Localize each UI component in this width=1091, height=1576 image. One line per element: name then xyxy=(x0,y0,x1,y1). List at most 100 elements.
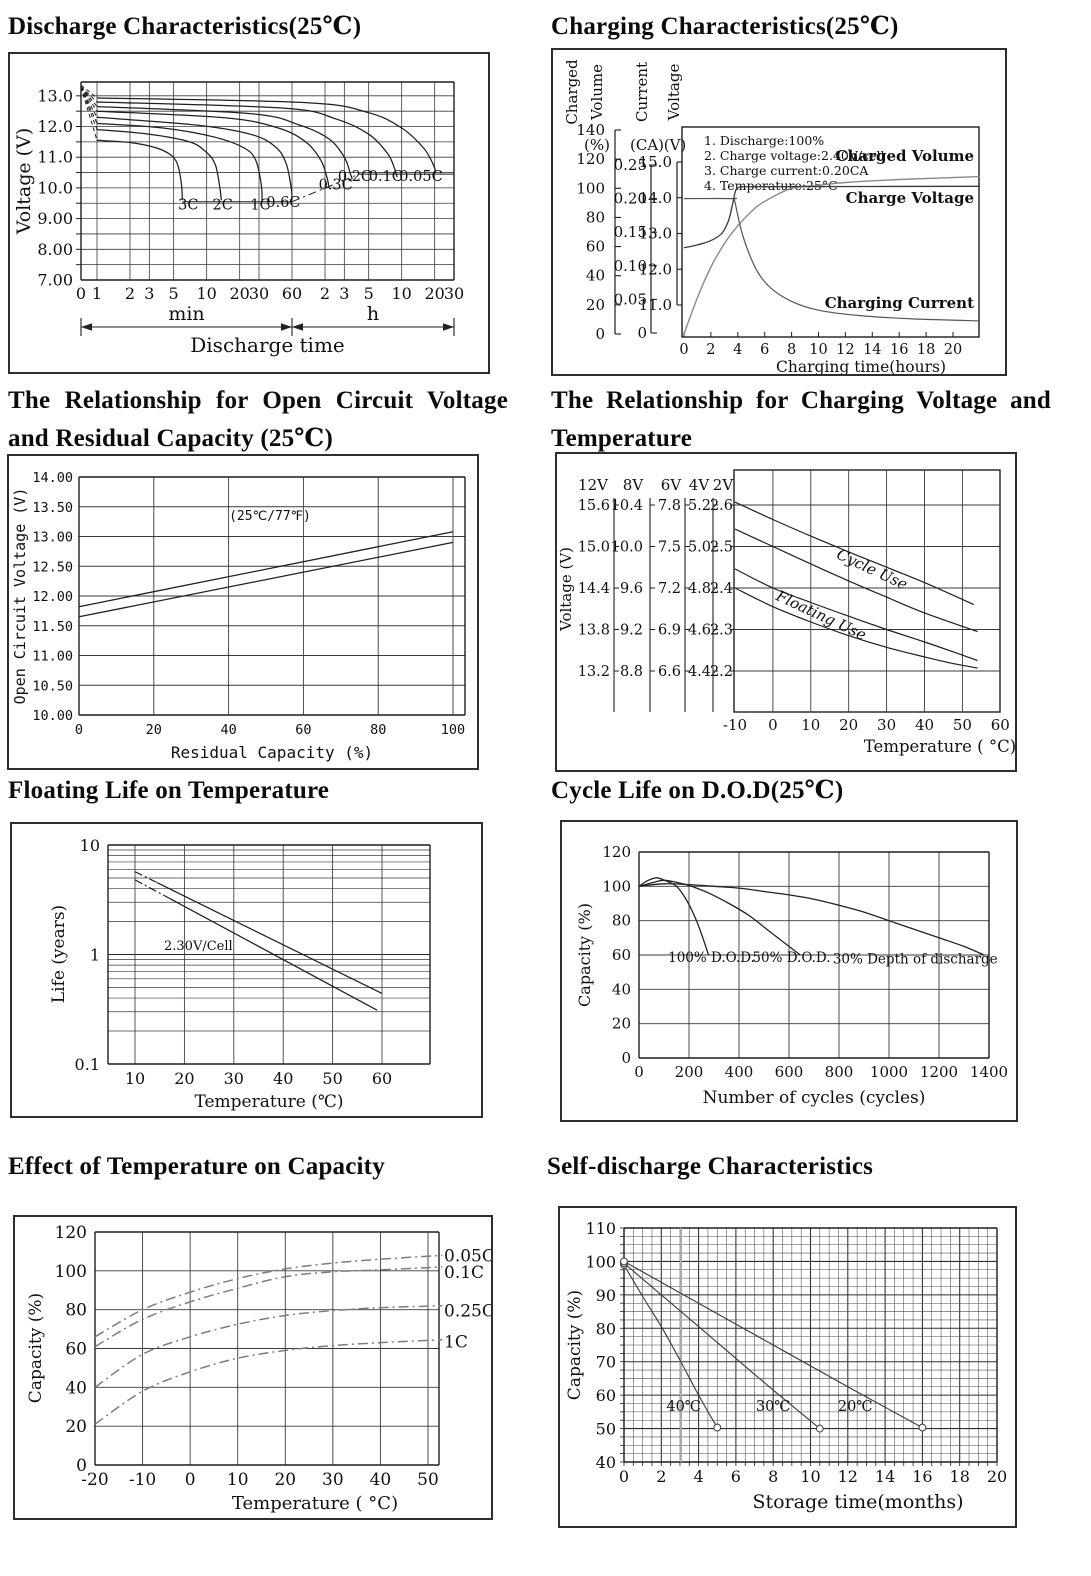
svg-text:13.50: 13.50 xyxy=(32,500,73,516)
svg-text:7.00: 7.00 xyxy=(37,271,73,290)
svg-text:20: 20 xyxy=(612,1015,631,1033)
svg-text:Charged Volume: Charged Volume xyxy=(836,147,975,165)
svg-text:18: 18 xyxy=(917,342,935,358)
svg-text:80: 80 xyxy=(65,1301,87,1321)
svg-text:2.30V/Cell: 2.30V/Cell xyxy=(164,939,233,954)
svg-text:Voltage (V): Voltage (V) xyxy=(557,547,575,632)
svg-text:6V: 6V xyxy=(661,476,683,494)
svg-text:1: 1 xyxy=(90,946,100,965)
svg-text:5.0: 5.0 xyxy=(688,540,711,556)
svg-text:10: 10 xyxy=(196,284,216,303)
svg-text:1C: 1C xyxy=(250,197,270,213)
svg-text:50: 50 xyxy=(596,1420,616,1439)
svg-text:20: 20 xyxy=(230,284,250,303)
svg-text:30: 30 xyxy=(224,1069,244,1088)
svg-text:10: 10 xyxy=(80,836,100,855)
svg-text:12.0: 12.0 xyxy=(639,260,672,278)
svg-text:13.0: 13.0 xyxy=(639,225,672,243)
svg-text:5: 5 xyxy=(364,284,374,303)
svg-text:2.4: 2.4 xyxy=(710,581,733,597)
svg-text:20: 20 xyxy=(586,296,605,314)
svg-text:0.05: 0.05 xyxy=(614,290,647,308)
self-discharge-chart-svg: 110 100 90 80 70 60 50 400 2 4 6 8 10 12 14 16 18 20 Stora… xyxy=(565,1219,1007,1513)
chart-charging: Charged Volume Current Voltage (%) (CA) (V) 0 20… xyxy=(551,48,1007,376)
svg-text:60: 60 xyxy=(65,1340,87,1360)
svg-text:0: 0 xyxy=(621,1049,631,1067)
svg-text:0: 0 xyxy=(634,1063,644,1081)
temp-capacity-chart-svg: 0 20 40 60 80 100 120 -20 -10 0 10 20 30 40 50 Temperat… xyxy=(26,1223,491,1514)
svg-text:120: 120 xyxy=(55,1223,87,1243)
svg-text:Voltage: Voltage xyxy=(665,64,683,122)
svg-text:20: 20 xyxy=(274,1470,296,1490)
svg-text:2: 2 xyxy=(656,1467,666,1486)
svg-text:0.25C: 0.25C xyxy=(444,1302,491,1322)
svg-text:Capacity (%): Capacity (%) xyxy=(565,1290,585,1400)
svg-text:120: 120 xyxy=(602,843,631,861)
svg-text:60: 60 xyxy=(991,716,1010,734)
svg-text:10.4: 10.4 xyxy=(611,498,643,514)
svg-text:4: 4 xyxy=(733,342,742,358)
chart-discharge: 13.0 12.0 11.0 10.0 9.00 8.00 7.00 0 1 2 3 5 10 20 30 6… xyxy=(8,52,490,374)
chart-cycle-life: 0 20 40 60 80 100 120 0 200 400 600 800 1000 1200 1400… xyxy=(560,820,1018,1122)
svg-text:3C: 3C xyxy=(178,197,198,213)
svg-text:5.2: 5.2 xyxy=(688,498,711,514)
svg-text:12: 12 xyxy=(838,1467,858,1486)
svg-text:Life (years): Life (years) xyxy=(49,905,69,1003)
svg-text:4: 4 xyxy=(694,1467,704,1486)
svg-text:110: 110 xyxy=(585,1219,616,1238)
svg-text:50: 50 xyxy=(953,716,972,734)
svg-text:60: 60 xyxy=(596,1386,616,1405)
svg-text:Storage time(months): Storage time(months) xyxy=(752,1491,963,1513)
svg-text:0: 0 xyxy=(76,284,86,303)
chart-charge-voltage-temp: 12V 8V 6V 4V 2V 15.6 15.0 14.4 13.8 13.2 10.4 10.0 9… xyxy=(555,452,1017,772)
title-self-discharge: Self-discharge Characteristics xyxy=(547,1153,874,1180)
svg-text:200: 200 xyxy=(675,1063,704,1081)
svg-text:2V: 2V xyxy=(713,476,735,494)
svg-text:20: 20 xyxy=(65,1417,87,1437)
svg-text:40: 40 xyxy=(273,1069,293,1088)
svg-text:70: 70 xyxy=(596,1353,616,1372)
svg-text:100% D.O.D.: 100% D.O.D. xyxy=(668,950,755,966)
svg-text:30: 30 xyxy=(322,1470,344,1490)
svg-text:(25℃/77℉): (25℃/77℉) xyxy=(229,509,311,524)
svg-text:14: 14 xyxy=(863,342,881,358)
svg-text:h: h xyxy=(367,303,379,325)
svg-text:10: 10 xyxy=(801,716,820,734)
svg-text:12: 12 xyxy=(836,342,854,358)
svg-text:15.6: 15.6 xyxy=(578,498,610,514)
svg-text:9.2: 9.2 xyxy=(620,623,643,639)
svg-text:3: 3 xyxy=(339,284,349,303)
svg-text:6.9: 6.9 xyxy=(658,623,681,639)
svg-text:20: 20 xyxy=(944,342,962,358)
title-charging: Charging Characteristics(25℃) xyxy=(551,13,899,40)
svg-text:12.50: 12.50 xyxy=(32,559,73,575)
svg-text:10: 10 xyxy=(125,1069,145,1088)
svg-text:Charging Current: Charging Current xyxy=(825,294,974,312)
chart-temp-capacity: 0 20 40 60 80 100 120 -20 -10 0 10 20 30 40 50 Temperat… xyxy=(13,1215,493,1520)
svg-text:2.6: 2.6 xyxy=(710,498,733,514)
svg-text:5: 5 xyxy=(169,284,179,303)
svg-text:(CA): (CA) xyxy=(630,136,664,154)
svg-text:1400: 1400 xyxy=(970,1063,1008,1081)
svg-text:2.3: 2.3 xyxy=(710,623,733,639)
svg-text:Temperature ( °C): Temperature ( °C) xyxy=(232,1493,398,1514)
svg-text:4.6: 4.6 xyxy=(688,623,711,639)
svg-text:11.0: 11.0 xyxy=(37,148,73,167)
svg-text:1200: 1200 xyxy=(920,1063,958,1081)
svg-text:8.00: 8.00 xyxy=(37,240,73,259)
svg-text:9.6: 9.6 xyxy=(620,581,643,597)
svg-text:Temperature (℃): Temperature (℃) xyxy=(194,1092,343,1112)
svg-text:50: 50 xyxy=(322,1069,342,1088)
svg-text:30% Depth of discharge: 30% Depth of discharge xyxy=(833,952,998,968)
svg-text:8: 8 xyxy=(768,1467,778,1486)
svg-text:600: 600 xyxy=(775,1063,804,1081)
svg-text:40℃: 40℃ xyxy=(666,1399,701,1415)
svg-text:10.0: 10.0 xyxy=(611,540,643,556)
svg-text:20: 20 xyxy=(174,1069,194,1088)
svg-text:100: 100 xyxy=(441,722,465,738)
svg-text:1C: 1C xyxy=(444,1333,468,1353)
svg-text:6: 6 xyxy=(760,342,769,358)
title-ocv-residual: The Relationship for Open Circuit Voltag… xyxy=(8,387,508,452)
charging-chart-svg: Charged Volume Current Voltage(%) (CA) (V)020… xyxy=(563,59,980,374)
